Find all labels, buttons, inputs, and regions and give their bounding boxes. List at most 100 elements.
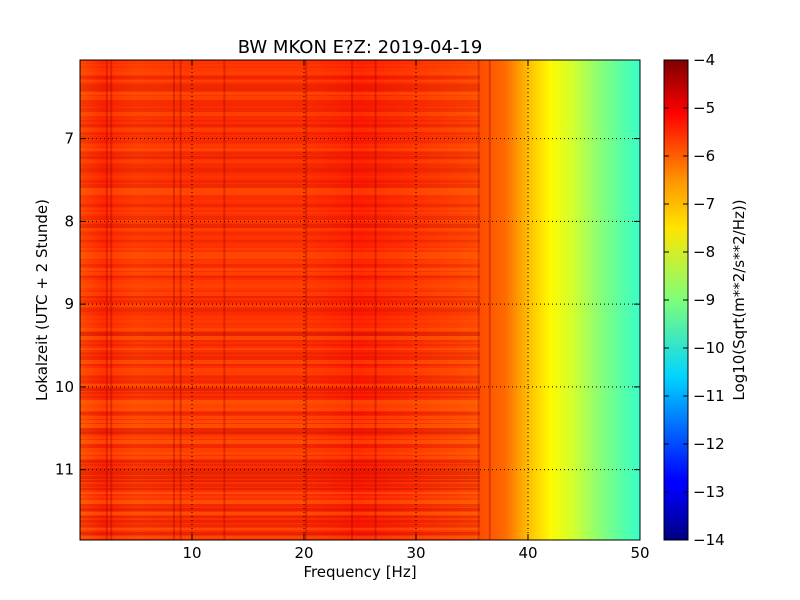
spectrogram-background — [80, 60, 640, 540]
spectral-line — [477, 60, 480, 540]
spectrogram-band — [80, 436, 480, 439]
spectrogram-band — [80, 248, 480, 250]
spectrogram-band — [80, 228, 480, 231]
y-tick-label: 7 — [64, 130, 74, 148]
spectrogram-band — [80, 276, 480, 278]
colorbar-tick-label: −12 — [693, 435, 725, 453]
spectrogram-band — [80, 132, 480, 135]
x-tick-label: 20 — [294, 544, 313, 562]
spectrogram-band — [80, 508, 480, 511]
plot-frame — [79, 59, 641, 541]
spectrogram-band — [80, 308, 480, 312]
spectrogram-band — [80, 376, 480, 379]
spectrogram-band — [80, 252, 480, 256]
spectrogram-band — [80, 364, 480, 366]
colorbar-tick-label: −5 — [693, 99, 715, 117]
spectrogram-band — [80, 240, 480, 242]
spectrogram-band — [80, 432, 480, 434]
spectrogram-band — [80, 200, 480, 202]
x-tick-label: 10 — [182, 544, 201, 562]
spectrogram-band — [80, 244, 480, 246]
spectrogram-band — [80, 216, 480, 220]
spectrogram-band — [80, 108, 480, 112]
spectrogram-band — [80, 420, 480, 423]
colorbar-tick-label: −7 — [693, 195, 715, 213]
spectrogram-band — [80, 304, 480, 307]
y-axis: 7 8 9 10 11 — [55, 130, 640, 479]
spectrogram-band — [80, 196, 480, 198]
spectrogram-band — [80, 520, 480, 523]
spectrogram-band — [80, 532, 480, 535]
spectrogram-band — [80, 408, 480, 411]
spectrogram-band — [80, 264, 480, 267]
spectrogram-band — [80, 332, 480, 336]
grid-lines — [80, 60, 640, 540]
spectral-line — [223, 60, 226, 540]
x-tick-label: 40 — [518, 544, 537, 562]
spectrogram-band — [80, 352, 480, 355]
spectrogram-band — [80, 368, 480, 372]
spectrogram-band — [80, 160, 480, 163]
spectrogram-band — [80, 60, 480, 63]
spectrogram-band — [80, 184, 480, 188]
x-axis-label: Frequency [Hz] — [303, 563, 416, 581]
spectrogram-band — [80, 208, 480, 210]
spectrogram-band — [80, 484, 480, 487]
x-tick-label: 50 — [630, 544, 649, 562]
spectrogram-band — [80, 116, 480, 119]
spectrogram-band — [80, 388, 480, 391]
spectrogram-band — [80, 392, 480, 394]
spectrogram-band — [80, 176, 480, 178]
spectral-line — [374, 60, 377, 540]
colorbar-tick-label: −13 — [693, 483, 725, 501]
spectrogram-band — [80, 384, 480, 387]
spectrogram-band — [80, 92, 480, 95]
spectral-line — [105, 60, 108, 540]
chart-title: BW MKON E?Z: 2019-04-19 — [238, 37, 483, 58]
spectrogram-band — [80, 312, 480, 315]
spectrogram-band — [80, 524, 480, 527]
colorbar-tick-label: −14 — [693, 531, 725, 549]
spectrogram-band — [80, 444, 480, 448]
spectral-line — [488, 60, 491, 540]
spectrogram-band — [80, 412, 480, 415]
spectrogram-band — [80, 156, 480, 159]
y-tick-label: 11 — [55, 461, 74, 479]
spectrogram-band — [80, 120, 480, 122]
colorbar-ticks: −4 −5 −6 −7 −8 −9 −10 −11 −12 −13 −14 — [664, 51, 725, 549]
spectrogram-band — [80, 232, 480, 235]
spectrogram-band — [80, 464, 480, 466]
spectrogram-band — [80, 428, 480, 432]
spectrogram-band — [80, 492, 480, 494]
spectral-line — [172, 60, 175, 540]
spectrogram-band — [80, 172, 480, 174]
spectrogram-band — [80, 452, 480, 455]
colorbar-tick-label: −4 — [693, 51, 715, 69]
spectrogram-band — [80, 164, 480, 168]
spectrogram-band — [80, 328, 480, 331]
spectrogram-band — [80, 76, 480, 79]
spectrogram-band — [80, 320, 480, 323]
spectrogram-band — [80, 128, 480, 132]
spectrogram-band — [80, 456, 480, 459]
spectrogram-band — [80, 288, 480, 290]
x-axis: 10 20 30 40 50 — [182, 60, 650, 562]
spectrogram-band — [80, 416, 480, 419]
spectrogram-band — [80, 344, 480, 346]
y-tick-label: 10 — [55, 378, 74, 396]
spectrogram-band — [80, 528, 480, 530]
spectrogram-band — [80, 272, 480, 275]
spectrogram-band — [80, 440, 480, 444]
spectrogram-band — [80, 284, 480, 288]
spectrogram-plot — [80, 60, 640, 540]
spectrogram-band — [80, 448, 480, 452]
spectrogram-band — [80, 404, 480, 408]
spectrogram-band — [80, 380, 480, 383]
spectrogram-band — [80, 316, 480, 319]
spectrogram-band — [80, 396, 480, 398]
spectrogram-band — [80, 340, 480, 342]
spectrogram-band — [80, 512, 480, 515]
spectrogram-band — [80, 168, 480, 172]
spectrogram-band — [80, 100, 480, 104]
